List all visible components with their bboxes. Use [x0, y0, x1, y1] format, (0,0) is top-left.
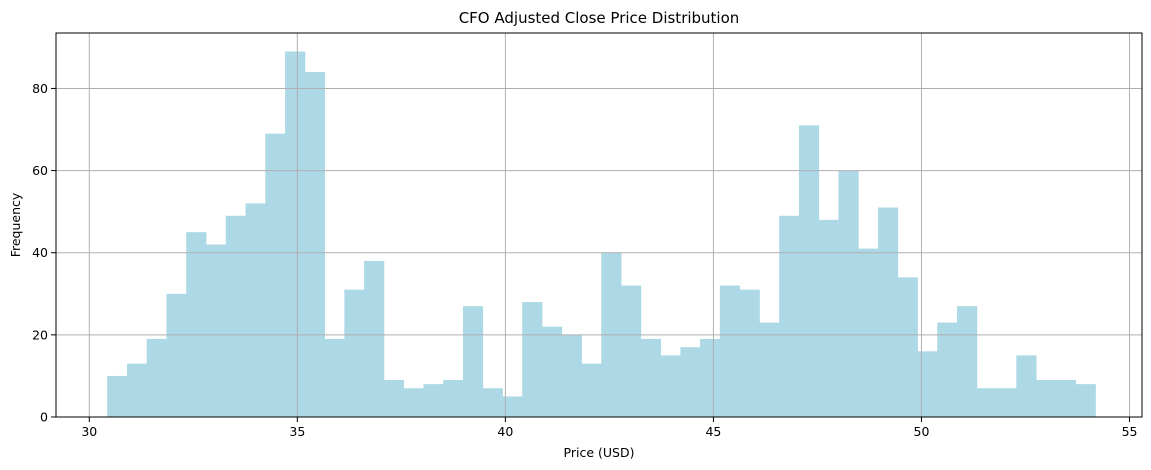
histogram-bar	[304, 72, 325, 417]
histogram-bar	[838, 170, 859, 417]
histogram-bar	[779, 215, 800, 417]
histogram-bar	[957, 306, 978, 417]
histogram-bar	[443, 380, 464, 417]
histogram-bar	[1016, 355, 1037, 417]
x-tick-label: 55	[1122, 424, 1138, 439]
histogram-bar	[285, 51, 306, 417]
x-axis-label: Price (USD)	[564, 445, 635, 460]
histogram-bar	[798, 125, 820, 417]
histogram-bar	[1055, 380, 1077, 417]
histogram-bar	[700, 338, 721, 417]
histogram-bar	[383, 380, 405, 417]
histogram-bar	[126, 363, 148, 417]
plot-frame	[55, 32, 1143, 418]
histogram-bar	[502, 396, 523, 417]
histogram-bar	[225, 215, 246, 417]
histogram-bar	[423, 384, 444, 417]
histogram-bar	[1075, 384, 1096, 417]
histogram-bar	[640, 338, 661, 417]
histogram-bar	[739, 289, 760, 417]
histogram-bar	[996, 388, 1017, 417]
histogram-bar	[107, 375, 128, 417]
histogram-bar	[976, 388, 997, 417]
y-axis-label: Frequency	[8, 192, 23, 257]
chart-title: CFO Adjusted Close Price Distribution	[459, 9, 740, 27]
histogram-bar	[186, 232, 207, 417]
x-tick-label: 50	[914, 424, 930, 439]
histogram-bar	[324, 338, 345, 417]
histogram-bar	[680, 347, 701, 417]
histogram-bar	[897, 277, 918, 417]
x-tick-label: 45	[705, 424, 721, 439]
y-tick-label: 60	[32, 163, 48, 178]
histogram-bar	[937, 322, 958, 417]
histogram-bar	[917, 351, 938, 417]
histogram-bar	[1036, 380, 1057, 417]
histogram-bar	[265, 133, 286, 418]
y-tick-label: 20	[32, 327, 48, 342]
histogram-bar	[403, 388, 424, 417]
histogram-bar	[759, 322, 780, 417]
histogram-bar	[462, 306, 484, 417]
y-tick-label: 40	[32, 245, 48, 260]
histogram-bar	[166, 293, 187, 417]
histogram-bar	[581, 363, 602, 417]
x-tick-label: 40	[497, 424, 513, 439]
axis-ticks: 30 35 40 45 50 55 0 20 40 60 80	[32, 81, 1137, 439]
x-tick-label: 35	[289, 424, 305, 439]
histogram-bar	[344, 289, 365, 417]
histogram-bar	[561, 334, 582, 417]
histogram-bar	[482, 388, 503, 417]
histogram-bar	[660, 355, 681, 417]
histogram-bar	[541, 326, 563, 417]
y-tick-label: 80	[32, 81, 48, 96]
histogram-bar	[621, 285, 642, 417]
histogram-bar	[206, 244, 227, 417]
histogram-bar	[245, 203, 266, 417]
histogram-bar	[146, 338, 167, 417]
histogram-bar	[364, 260, 385, 417]
x-tick-label: 30	[81, 424, 97, 439]
histogram-bar	[522, 302, 543, 417]
histogram-bars	[107, 51, 1096, 418]
histogram-bar	[818, 219, 839, 417]
y-tick-label: 0	[40, 410, 48, 425]
histogram-bar	[877, 207, 899, 417]
histogram-bar	[719, 285, 741, 417]
histogram-bar	[858, 248, 879, 417]
